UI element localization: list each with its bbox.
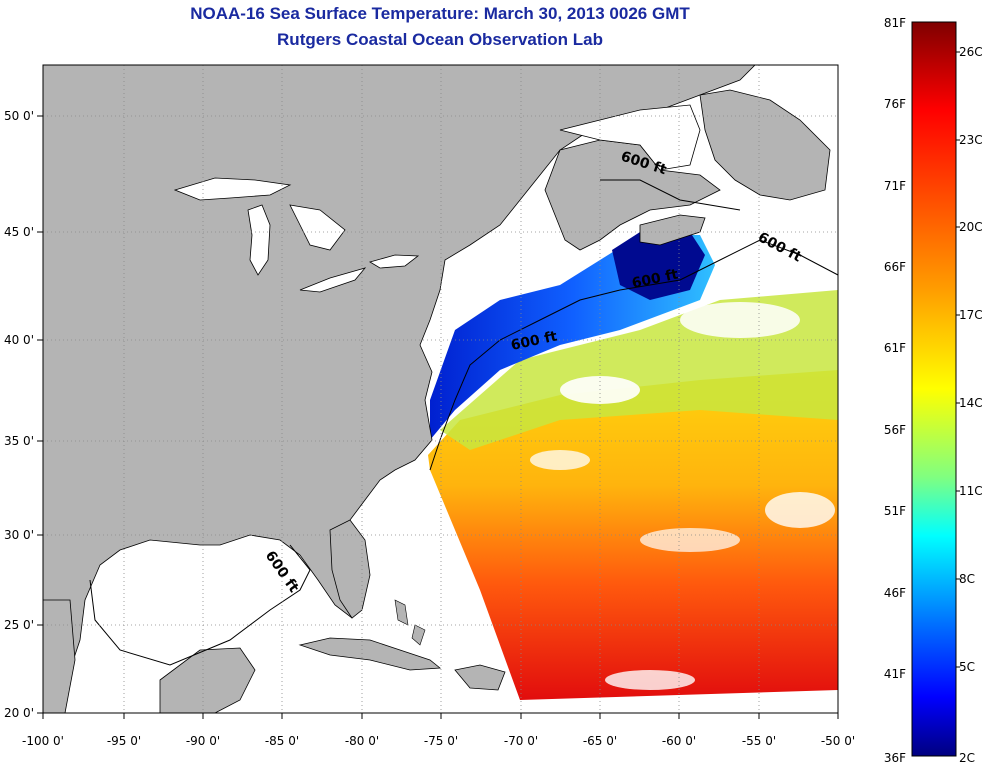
colorbar-c-label: 8C [959, 572, 975, 586]
longitude-label: -65 0' [583, 734, 617, 748]
latitude-label: 25 0' [4, 618, 34, 632]
longitude-label: -70 0' [504, 734, 538, 748]
latitude-label: 20 0' [4, 706, 34, 720]
colorbar-c-label: 23C [959, 133, 983, 147]
latitude-label: 30 0' [4, 528, 34, 542]
colorbar-f-label: 76F [884, 97, 906, 111]
lake-michigan [247, 204, 271, 276]
sst-swath-warm [428, 370, 838, 700]
colorbar-fahrenheit-axis: 81F 76F 71F 66F 61F 56F 51F 46F 41F 36F [884, 16, 906, 765]
colorbar-c-label: 17C [959, 308, 983, 322]
latitude-label: 40 0' [4, 333, 34, 347]
colorbar-f-label: 41F [884, 667, 906, 681]
map-subtitle: Rutgers Coastal Ocean Observation Lab [277, 30, 603, 49]
land-newfoundland [699, 89, 831, 201]
colorbar-f-label: 56F [884, 423, 906, 437]
colorbar-c-label: 5C [959, 660, 975, 674]
colorbar-c-label: 11C [959, 484, 983, 498]
longitude-label: -90 0' [186, 734, 220, 748]
map-title: NOAA-16 Sea Surface Temperature: March 3… [190, 4, 690, 23]
longitude-axis: -100 0' -95 0' -90 0' -85 0' -80 0' -75 … [22, 713, 855, 748]
longitude-label: -100 0' [22, 734, 64, 748]
colorbar-f-label: 66F [884, 260, 906, 274]
colorbar-f-label: 36F [884, 751, 906, 765]
cloud-gap [765, 492, 835, 528]
land-mexico [43, 599, 76, 713]
latitude-label: 35 0' [4, 434, 34, 448]
longitude-label: -85 0' [265, 734, 299, 748]
colorbar-f-label: 46F [884, 586, 906, 600]
land-cuba [298, 637, 442, 671]
colorbar-f-label: 71F [884, 179, 906, 193]
land-hispaniola [454, 664, 506, 691]
isobath-600ft-gulf [89, 544, 311, 666]
latitude-label: 50 0' [4, 109, 34, 123]
longitude-label: -95 0' [107, 734, 141, 748]
graticule [43, 65, 838, 713]
sst-gulf-of-maine [612, 232, 705, 300]
colorbar-celsius-axis: 26C 23C 20C 17C 14C 11C 8C 5C 2C [956, 45, 983, 765]
cloud-gap [605, 670, 695, 690]
latitude-label: 45 0' [4, 225, 34, 239]
longitude-label: -50 0' [821, 734, 855, 748]
latitude-axis: 50 0' 45 0' 40 0' 35 0' 30 0' 25 0' 20 0… [4, 109, 43, 720]
longitude-label: -55 0' [742, 734, 776, 748]
colorbar-c-label: 26C [959, 45, 983, 59]
colorbar-c-label: 14C [959, 396, 983, 410]
colorbar [911, 21, 957, 757]
longitude-label: -75 0' [424, 734, 458, 748]
lake-erie [299, 267, 367, 293]
hudson-bay-gulf-st-lawrence [559, 104, 701, 171]
colorbar-c-label: 2C [959, 751, 975, 765]
isobath-600ft-north [600, 179, 741, 211]
cloud-gap [640, 528, 740, 552]
isobath-600ft-atlantic [429, 239, 838, 471]
colorbar-f-label: 61F [884, 341, 906, 355]
colorbar-f-label: 51F [884, 504, 906, 518]
longitude-label: -60 0' [662, 734, 696, 748]
lake-huron [289, 204, 346, 251]
colorbar-c-label: 20C [959, 220, 983, 234]
cloud-gap [680, 302, 800, 338]
lake-ontario [368, 254, 420, 269]
colorbar-f-label: 81F [884, 16, 906, 30]
longitude-label: -80 0' [345, 734, 379, 748]
cloud-gap [530, 450, 590, 470]
lake-superior [173, 177, 292, 201]
